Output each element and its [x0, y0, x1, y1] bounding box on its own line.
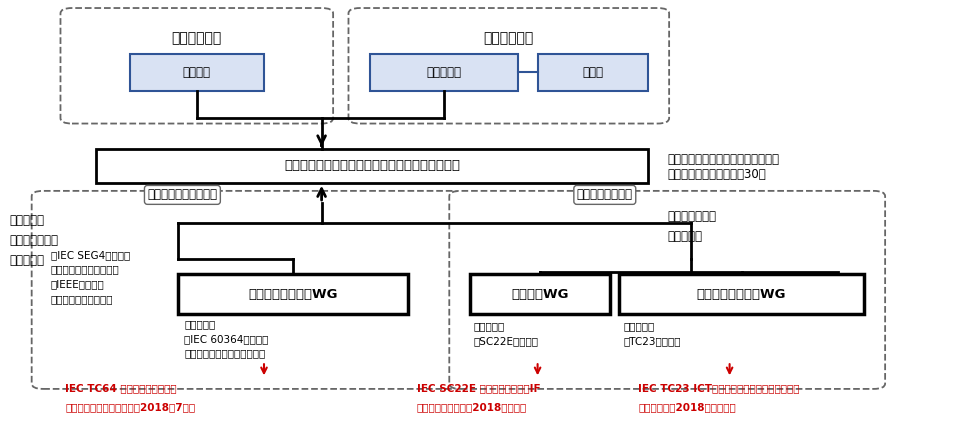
Text: ・活動状況報告
・情報提供: ・活動状況報告 ・情報提供 — [667, 210, 716, 243]
FancyBboxPatch shape — [178, 274, 408, 314]
FancyBboxPatch shape — [32, 191, 463, 389]
Text: システム規格開発WG: システム規格開発WG — [248, 288, 338, 301]
Text: 電気用品規格関連WG: 電気用品規格関連WG — [697, 288, 786, 301]
FancyBboxPatch shape — [348, 8, 669, 124]
FancyBboxPatch shape — [470, 274, 610, 314]
Text: 電気設備学会: 電気設備学会 — [172, 31, 222, 45]
Text: ・規格開発
・SC22E関連対応: ・規格開発 ・SC22E関連対応 — [473, 321, 539, 346]
Text: 技術部会: 技術部会 — [182, 66, 211, 79]
Text: 日本提案（予定）　2018年秋以降: 日本提案（予定） 2018年秋以降 — [417, 402, 527, 412]
FancyBboxPatch shape — [449, 191, 885, 389]
FancyBboxPatch shape — [96, 149, 648, 183]
FancyBboxPatch shape — [619, 274, 864, 314]
Text: ・IEC SEG4関連対応
（国内対応委員会含む）
・IEEE関連対応
・ワークショップ対応: ・IEC SEG4関連対応 （国内対応委員会含む） ・IEEE関連対応 ・ワーク… — [51, 250, 131, 304]
Text: ・規格提案
・活動状況報告
・情報提供: ・規格提案 ・活動状況報告 ・情報提供 — [10, 214, 59, 267]
FancyBboxPatch shape — [60, 8, 333, 124]
Text: 電源装置WG: 電源装置WG — [512, 288, 568, 301]
Text: 技術部: 技術部 — [583, 66, 603, 79]
Text: 製品規格開発支援: 製品規格開発支援 — [577, 188, 633, 202]
Text: 直流給電システムに関する国際標準化検討委員会: 直流給電システムに関する国際標準化検討委員会 — [284, 159, 460, 173]
Text: ・規格開発
・IEC 60364関連対応
・電気設備技術基準関連対応: ・規格開発 ・IEC 60364関連対応 ・電気設備技術基準関連対応 — [184, 319, 269, 359]
Text: ・規格開発
・TC23関連対応: ・規格開発 ・TC23関連対応 — [624, 321, 682, 346]
Text: 日本提案済　2018年審議開始: 日本提案済 2018年審議開始 — [638, 402, 736, 412]
FancyBboxPatch shape — [538, 54, 648, 91]
FancyBboxPatch shape — [370, 54, 518, 91]
Text: 日本提案　採択済み、活動2018年7月～: 日本提案 採択済み、活動2018年7月～ — [65, 402, 196, 412]
Text: IEC SC22E ラック内直流電源IF: IEC SC22E ラック内直流電源IF — [417, 384, 540, 393]
Text: 委員　：大学、業界から30名: 委員 ：大学、業界から30名 — [667, 168, 766, 182]
Text: IEC TC23 ICT機器用接続インレット・カプラ: IEC TC23 ICT機器用接続インレット・カプラ — [638, 384, 800, 393]
Text: 日本電気協会: 日本電気協会 — [484, 31, 534, 45]
Text: 委員長：高橋教授（関東学院大学）: 委員長：高橋教授（関東学院大学） — [667, 153, 780, 166]
FancyBboxPatch shape — [130, 54, 264, 91]
Text: システム規格開発支援: システム規格開発支援 — [148, 188, 217, 202]
Text: IEC TC64 直流データセンター: IEC TC64 直流データセンター — [65, 384, 177, 393]
Text: 技術調査室: 技術調査室 — [426, 66, 462, 79]
